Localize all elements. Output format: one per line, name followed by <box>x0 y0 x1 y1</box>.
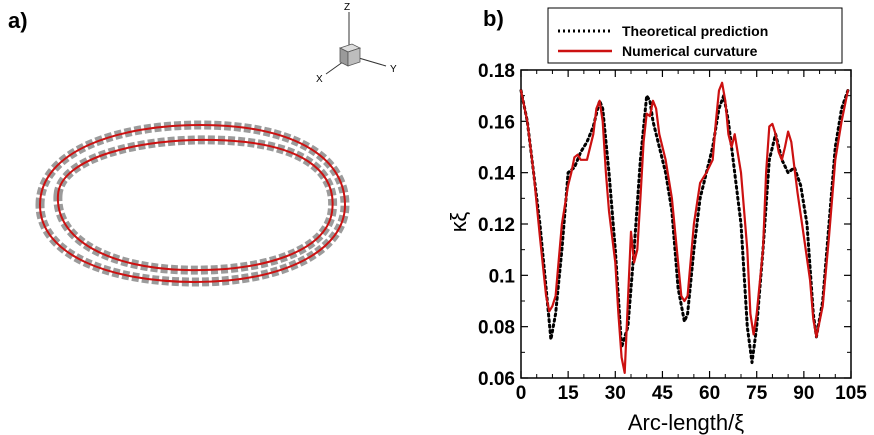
x-tick-label-45: 45 <box>652 383 674 404</box>
series-line-numerical <box>519 81 850 374</box>
y-axis-label: κξ <box>446 212 471 233</box>
legend-label-numerical: Numerical curvature <box>622 43 758 59</box>
x-tick-label-60: 60 <box>699 383 720 404</box>
x-axis-label: Arc-length/ξ <box>628 410 744 435</box>
coordinate-triad: Z X Y <box>316 2 397 85</box>
series-line-theoretical <box>519 89 850 365</box>
y-tick-label-5: 0.16 <box>478 112 515 133</box>
panel-b-label: b) <box>483 6 504 31</box>
vortex-tubes <box>35 120 350 287</box>
vortex-centerline-outer <box>38 123 347 284</box>
triad-y-label: Y <box>390 64 397 75</box>
x-tick-label-105: 105 <box>835 383 867 404</box>
triad-cube-icon <box>338 43 362 67</box>
chart-legend: Theoretical prediction Numerical curvatu… <box>547 7 843 64</box>
y-tick-label-1: 0.08 <box>478 318 515 339</box>
x-tick-label-90: 90 <box>793 383 814 404</box>
triad-x-label: X <box>316 74 323 85</box>
y-tick-label-0: 0.06 <box>478 369 515 390</box>
triad-z-label: Z <box>344 2 350 13</box>
vortex-rendering: Z X Y <box>35 2 397 287</box>
y-tick-label-6: 0.18 <box>478 61 515 82</box>
plot-area: 0 15 30 45 60 75 90 105 0.06 0.08 0.1 0.12 0.14 0.16 0… <box>478 61 867 404</box>
x-tick-label-75: 75 <box>746 383 768 404</box>
x-tick-label-0: 0 <box>516 383 527 404</box>
y-tick-label-4: 0.14 <box>478 164 515 185</box>
vortex-centerline-inner <box>56 138 334 272</box>
x-tick-label-30: 30 <box>605 383 626 404</box>
legend-label-theory: Theoretical prediction <box>622 23 768 39</box>
panel-a-label: a) <box>8 8 28 33</box>
legend-box <box>547 7 843 64</box>
y-tick-label-3: 0.12 <box>478 215 515 236</box>
x-tick-label-15: 15 <box>558 383 580 404</box>
y-tick-label-2: 0.1 <box>489 266 516 287</box>
